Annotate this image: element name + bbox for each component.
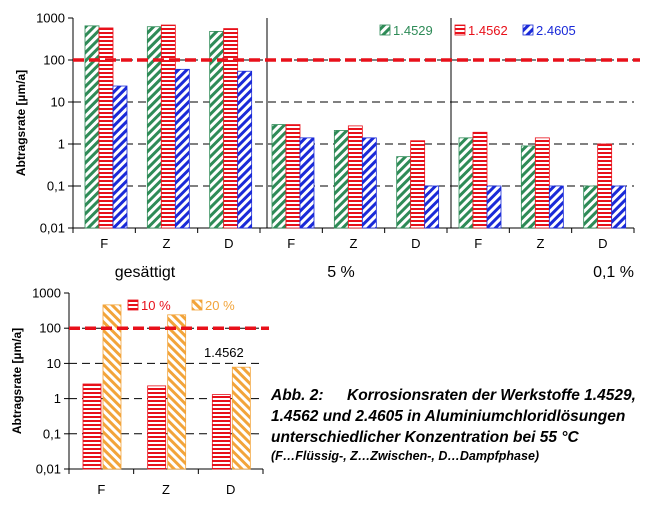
y-tick-label: 1 bbox=[58, 137, 65, 152]
legend-swatch bbox=[454, 24, 466, 36]
x-tick-label: Z bbox=[350, 236, 358, 251]
legend-label: 10 % bbox=[141, 298, 171, 313]
bar bbox=[424, 185, 440, 229]
bar bbox=[458, 137, 474, 229]
caption-label: Abb. 2: bbox=[271, 387, 324, 404]
bar bbox=[237, 70, 253, 229]
legend-label: 2.4605 bbox=[536, 23, 576, 38]
bar bbox=[82, 383, 102, 470]
bar bbox=[84, 25, 100, 229]
bar bbox=[396, 156, 412, 229]
y-tick-label: 10 bbox=[47, 356, 61, 371]
x-tick-label: F bbox=[97, 482, 105, 497]
bar bbox=[520, 145, 536, 229]
bar bbox=[174, 68, 190, 229]
legend-label: 1.4562 bbox=[468, 23, 508, 38]
x-tick-label: F bbox=[287, 236, 295, 251]
bar bbox=[146, 26, 162, 229]
bar bbox=[410, 140, 426, 229]
bar bbox=[112, 85, 128, 229]
x-tick-label: Z bbox=[163, 236, 171, 251]
chart-bottom: 0,01 0,1 1 10 100 1000 Abtragsrate [µm/a] F Z D 1.… bbox=[10, 286, 269, 497]
x-tick-label: Z bbox=[537, 236, 545, 251]
bar bbox=[231, 366, 251, 470]
bar bbox=[271, 124, 287, 229]
bar bbox=[102, 304, 122, 470]
bar bbox=[167, 314, 187, 470]
group-label: 0,1 % bbox=[593, 264, 634, 281]
bar bbox=[534, 137, 550, 229]
x-tick-label: D bbox=[598, 236, 607, 251]
group-label: 5 % bbox=[327, 264, 355, 281]
bar bbox=[347, 125, 363, 229]
bar bbox=[361, 137, 377, 229]
legend-swatch bbox=[379, 24, 391, 36]
y-axis-label: Abtragsrate [µm/a] bbox=[14, 70, 28, 176]
bar bbox=[472, 131, 488, 229]
bar bbox=[548, 185, 564, 229]
legend-swatch bbox=[522, 24, 534, 36]
x-tick-label: D bbox=[224, 236, 233, 251]
legend-swatch bbox=[191, 299, 203, 311]
figure-caption: Abb. 2: Korrosionsraten der Werkstoffe 1.… bbox=[271, 385, 647, 465]
y-tick-label: 100 bbox=[39, 321, 61, 336]
bar bbox=[147, 385, 167, 470]
bar bbox=[299, 137, 315, 229]
caption-text: Korrosionsraten der Werkstoffe 1.4529, 1… bbox=[271, 387, 636, 446]
y-tick-label: 100 bbox=[43, 53, 65, 68]
legend-label: 1.4529 bbox=[393, 23, 433, 38]
y-tick-label: 10 bbox=[51, 95, 65, 110]
caption-note: (F…Flüssig-, Z…Zwischen-, D…Dampfphase) bbox=[271, 449, 540, 463]
y-tick-label: 0,1 bbox=[47, 179, 65, 194]
x-tick-label: F bbox=[474, 236, 482, 251]
bar bbox=[333, 130, 349, 229]
y-tick-label: 0,1 bbox=[43, 426, 61, 441]
x-tick-label: Z bbox=[162, 482, 170, 497]
bar bbox=[98, 27, 114, 229]
legend-label: 20 % bbox=[205, 298, 235, 313]
y-tick-label: 0,01 bbox=[36, 462, 61, 477]
y-tick-label: 0,01 bbox=[40, 221, 65, 236]
x-tick-label: D bbox=[226, 482, 235, 497]
material-annotation: 1.4562 bbox=[204, 345, 244, 360]
bar bbox=[285, 124, 301, 229]
group-label: gesättigt bbox=[115, 264, 176, 281]
y-tick-label: 1000 bbox=[32, 286, 61, 301]
bar bbox=[160, 24, 176, 229]
bar bbox=[486, 185, 502, 229]
y-axis-label: Abtragsrate [µm/a] bbox=[10, 328, 24, 434]
y-tick-label: 1 bbox=[54, 391, 61, 406]
chart-top: 0,01 0,1 1 10 100 1000 Abtragsrate [µm/a] F Z D F Z… bbox=[14, 11, 640, 281]
x-tick-label: F bbox=[100, 236, 108, 251]
bar bbox=[611, 185, 627, 229]
legend-swatch bbox=[127, 299, 139, 311]
bar bbox=[597, 143, 613, 229]
x-tick-label: D bbox=[411, 236, 420, 251]
y-tick-label: 1000 bbox=[36, 11, 65, 26]
bar bbox=[211, 394, 231, 470]
bar bbox=[583, 185, 599, 229]
